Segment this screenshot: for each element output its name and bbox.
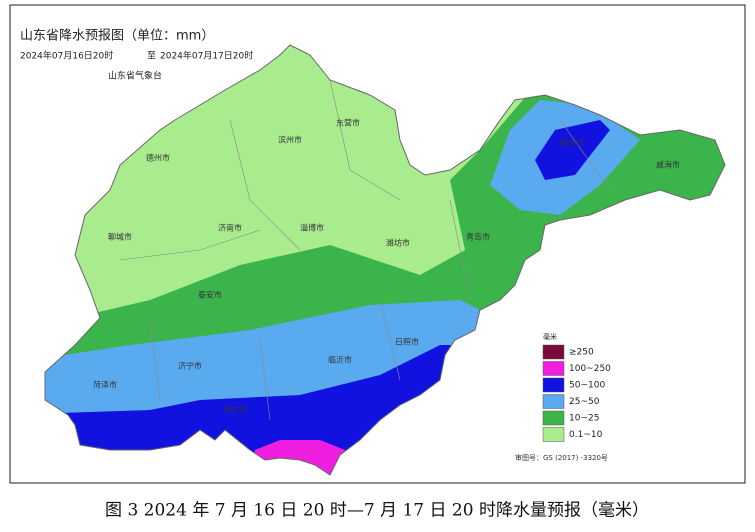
city-label: 日照市 bbox=[395, 337, 419, 347]
legend-label: 0.1~10 bbox=[569, 430, 603, 440]
legend-swatch bbox=[542, 361, 565, 376]
legend-label: 10~25 bbox=[569, 414, 599, 424]
city-label: 枣庄市 bbox=[223, 405, 247, 415]
legend-swatch bbox=[542, 377, 565, 393]
city-label: 淄博市 bbox=[300, 223, 324, 233]
city-label: 济南市 bbox=[218, 223, 242, 233]
city-label: 潍坊市 bbox=[386, 238, 410, 248]
legend-label: ≥250 bbox=[569, 348, 594, 358]
map-title: 山东省降水预报图（单位：mm） bbox=[20, 29, 214, 44]
city-label: 滨州市 bbox=[278, 135, 302, 145]
city-label: 青岛市 bbox=[466, 232, 490, 242]
legend-unit: 毫米 bbox=[543, 332, 557, 341]
legend-label: 100~250 bbox=[569, 364, 611, 374]
legend: ≥250 100~250 50~100 25~50 10~25 0.1~10 bbox=[542, 344, 611, 442]
city-label: 济宁市 bbox=[178, 361, 202, 371]
period-end: 2024年07月17日20时 bbox=[160, 50, 253, 62]
legend-swatch bbox=[542, 344, 565, 360]
city-label: 烟台市 bbox=[560, 138, 584, 148]
caption: 图 3 2024 年 7 月 16 日 20 时—7 月 17 日 20 时降水… bbox=[105, 501, 649, 521]
city-label: 威海市 bbox=[656, 160, 680, 170]
zone-blue bbox=[535, 120, 610, 180]
city-label: 泰安市 bbox=[198, 290, 222, 300]
legend-swatch bbox=[542, 410, 565, 426]
boundary bbox=[119, 79, 611, 421]
city-label: 聊城市 bbox=[108, 232, 132, 242]
city-label: 临沂市 bbox=[328, 355, 352, 365]
legend-swatch bbox=[542, 394, 565, 409]
period-start: 2024年07月16日20时 bbox=[20, 50, 113, 62]
period-sep: 至 bbox=[147, 51, 156, 62]
legend-label: 50~100 bbox=[569, 381, 605, 391]
agency: 山东省气象台 bbox=[108, 70, 162, 82]
city-label: 德州市 bbox=[146, 153, 170, 163]
legend-swatch bbox=[542, 427, 565, 442]
city-label: 菏泽市 bbox=[93, 380, 117, 390]
approval-number: 审图号：GS (2017) -3320号 bbox=[515, 453, 608, 462]
city-label: 东营市 bbox=[336, 118, 360, 128]
legend-label: 25~50 bbox=[569, 397, 600, 407]
